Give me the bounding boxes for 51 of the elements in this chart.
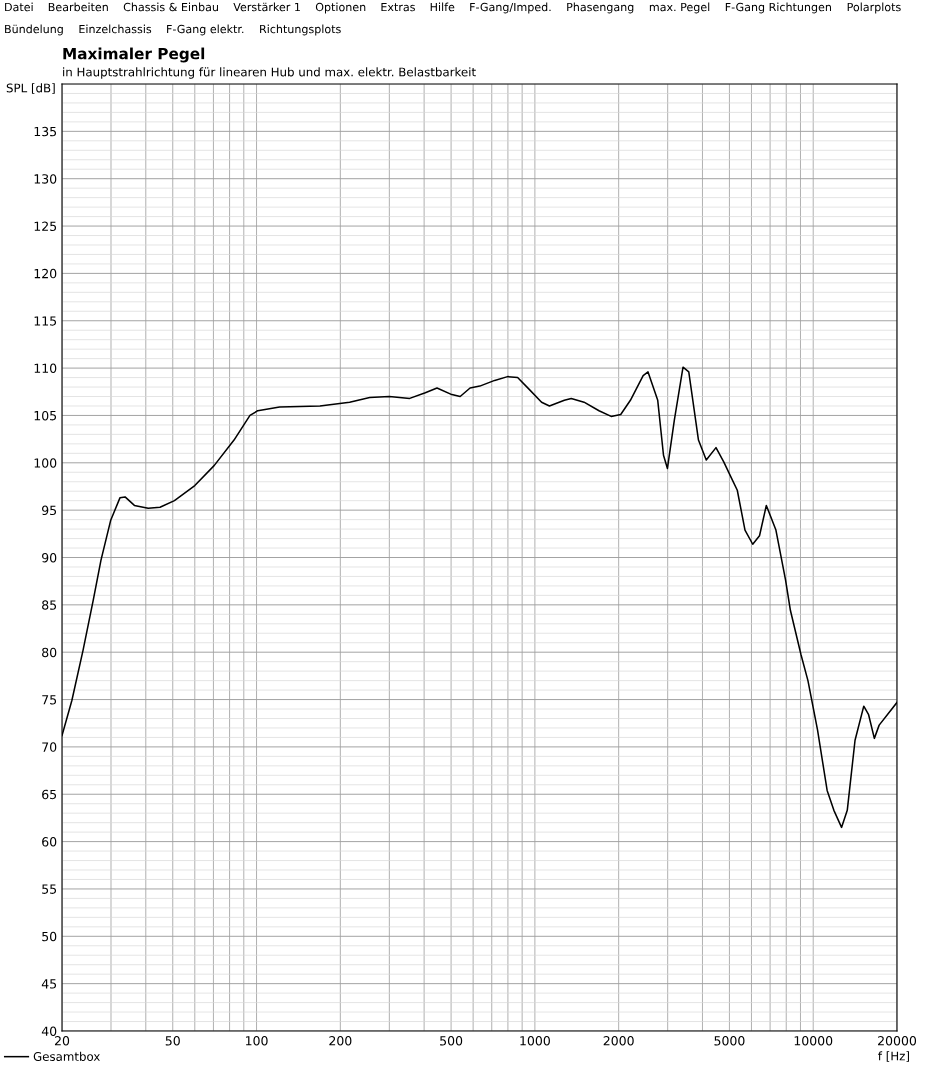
text: F-Gang Richtungen xyxy=(725,2,831,14)
x-tick-label: 5000 xyxy=(714,1036,745,1046)
y-tick-label: 115 xyxy=(34,316,57,326)
text: F-Gang elektr. xyxy=(167,24,244,36)
y-tick-label: 60 xyxy=(42,837,57,847)
x-axis-title: f [Hz] xyxy=(878,1051,909,1062)
y-tick-label: 50 xyxy=(42,931,57,942)
y-axis-title: SPL [dB] xyxy=(6,83,55,94)
x-tick-label: 2000 xyxy=(603,1036,634,1046)
y-tick-label: 85 xyxy=(42,600,57,610)
text: Bearbeiten xyxy=(48,2,108,12)
x-tick-label: 10000 xyxy=(794,1036,833,1046)
y-tick-label: 100 xyxy=(34,458,57,468)
x-tick-label: 100 xyxy=(245,1036,268,1046)
chart-title: Maximaler Pegel xyxy=(63,47,205,63)
y-tick-label: 90 xyxy=(42,552,57,563)
text: Bündelung xyxy=(5,24,63,36)
text: Polarplots xyxy=(847,2,901,14)
y-tick-label: 65 xyxy=(42,789,57,800)
text: Richtungsplots xyxy=(260,24,341,36)
y-tick-label: 45 xyxy=(41,979,57,989)
text: Optionen xyxy=(315,2,366,14)
y-tick-label: 80 xyxy=(42,647,57,658)
y-tick-label: 70 xyxy=(42,742,57,752)
legend-label: Gesamtbox xyxy=(33,1051,100,1061)
x-tick-label: 20000 xyxy=(878,1036,917,1046)
text: max. Pegel xyxy=(649,2,710,14)
y-tick-label: 110 xyxy=(34,363,57,374)
y-tick-label: 75 xyxy=(42,695,57,705)
y-tick-label: 105 xyxy=(34,410,57,421)
x-tick-label: 50 xyxy=(165,1036,180,1046)
text: Einzelchassis xyxy=(79,24,152,34)
x-tick-label: 1000 xyxy=(520,1036,550,1046)
y-tick-label: 130 xyxy=(34,174,57,184)
chart-subtitle: in Hauptstrahlrichtung für linearen Hub und max. elektr. Belastbarkeit xyxy=(63,67,476,79)
text: Datei xyxy=(5,2,33,12)
y-tick-label: 95 xyxy=(42,505,57,516)
text: F-Gang/Imped. xyxy=(470,2,551,14)
text: Extras xyxy=(381,2,415,12)
text: Phasengang xyxy=(567,2,634,14)
y-tick-label: 55 xyxy=(42,884,57,894)
y-tick-label: 125 xyxy=(34,221,57,231)
y-tick-label: 40 xyxy=(41,1026,57,1036)
x-tick-label: 20 xyxy=(54,1036,70,1046)
y-tick-label: 135 xyxy=(34,126,57,137)
x-tick-label: 200 xyxy=(329,1036,352,1046)
text: Hilfe xyxy=(430,2,455,12)
text: Verstärker 1 xyxy=(233,2,300,12)
y-tick-label: 120 xyxy=(34,268,57,279)
text: Chassis & Einbau xyxy=(123,2,218,12)
x-tick-label: 500 xyxy=(440,1036,463,1046)
